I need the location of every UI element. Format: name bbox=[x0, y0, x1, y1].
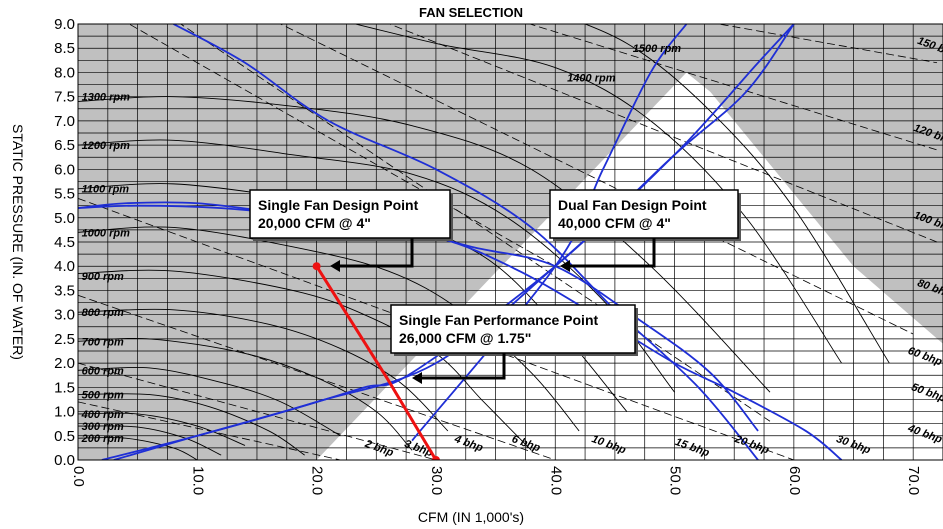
rpm-curve bbox=[78, 139, 675, 393]
y-tick-label: 8.5 bbox=[54, 40, 75, 57]
callout-arrowhead bbox=[412, 372, 422, 384]
zero-point-marker bbox=[431, 456, 440, 460]
y-tick-label: 3.5 bbox=[54, 282, 75, 299]
rpm-curve bbox=[78, 412, 246, 446]
callout-line-2: 40,000 CFM @ 4" bbox=[558, 215, 671, 231]
bhp-guide-line bbox=[279, 24, 914, 335]
design-point-marker bbox=[312, 262, 321, 271]
callout-arrowhead bbox=[330, 260, 340, 272]
y-tick-label: 6.0 bbox=[54, 161, 75, 178]
rpm-curve bbox=[78, 393, 305, 456]
axes: 0.0 0.5 1.0 1.5 2.0 2.5 3.0 3.5 4.0 4.5 5.0 5.5 6.0 6… bbox=[54, 16, 943, 495]
y-tick-label: 0.0 bbox=[54, 452, 75, 469]
bhp-guide-line bbox=[180, 24, 771, 422]
x-tick-label: 40.0 bbox=[547, 466, 564, 495]
rpm-curve bbox=[78, 366, 341, 437]
rpm-curve bbox=[78, 337, 413, 451]
bhp-guide-line bbox=[78, 401, 341, 460]
rpm-label: 700 rpm bbox=[82, 336, 124, 348]
bhp-guide-line bbox=[388, 24, 938, 243]
rpm-label: 600 rpm bbox=[82, 365, 124, 377]
rpm-label: 1500 rpm bbox=[633, 43, 682, 55]
callout-box bbox=[549, 189, 739, 239]
callout-2: Dual Fan Design Point 40,000 CFM @ 4" bbox=[549, 189, 741, 272]
callout-arrow bbox=[336, 238, 414, 268]
callouts: Single Fan Design Point 20,000 CFM @ 4" Du… bbox=[249, 189, 741, 384]
y-tick-label: 1.5 bbox=[54, 379, 75, 396]
rpm-label: 1100 rpm bbox=[82, 184, 130, 196]
rpm-curve bbox=[78, 96, 771, 393]
callout-line-1: Single Fan Performance Point bbox=[399, 312, 598, 328]
rpm-label: 1300 rpm bbox=[82, 92, 131, 104]
fan-curve bbox=[78, 204, 843, 460]
selection-line bbox=[315, 265, 438, 460]
x-tick-label: 20.0 bbox=[309, 466, 326, 495]
rpm-curve bbox=[78, 308, 449, 432]
chart-title: FAN SELECTION bbox=[419, 5, 523, 20]
rpm-label: 1200 rpm bbox=[82, 140, 131, 152]
rpm-curve bbox=[78, 437, 198, 460]
rpm-label: 1400 rpm bbox=[567, 72, 616, 84]
rpm-label: 300 rpm bbox=[82, 421, 124, 433]
callout-arrow bbox=[566, 238, 656, 268]
y-tick-label: 9.0 bbox=[54, 16, 75, 33]
callout-3: Single Fan Performance Point 26,000 CFM @… bbox=[390, 304, 638, 384]
plot-frame bbox=[77, 23, 943, 461]
y-tick-label: 3.0 bbox=[54, 307, 75, 324]
callout-box bbox=[390, 304, 636, 354]
bhp-guide-line bbox=[128, 24, 556, 267]
y-tick-label: 8.0 bbox=[54, 64, 75, 81]
y-tick-label: 4.0 bbox=[54, 258, 75, 275]
callout-arrow bbox=[418, 353, 506, 380]
rpm-label: 900 rpm bbox=[82, 271, 124, 283]
x-tick-label: 70.0 bbox=[905, 466, 922, 495]
x-tick-label: 10.0 bbox=[189, 466, 206, 495]
bhp-guide-line bbox=[78, 198, 794, 460]
callout-1: Single Fan Design Point 20,000 CFM @ 4" bbox=[249, 189, 453, 272]
y-tick-label: 5.0 bbox=[54, 210, 75, 227]
callout-line-1: Single Fan Design Point bbox=[258, 197, 419, 213]
y-tick-label: 5.5 bbox=[54, 186, 75, 203]
y-tick-label: 7.5 bbox=[54, 89, 75, 106]
rpm-curve bbox=[353, 24, 842, 364]
x-tick-label: 30.0 bbox=[428, 466, 445, 495]
plot-area: 1300 rpm 1200 rpm 1100 rpm 1000 rpm 900 rpm 8… bbox=[78, 24, 943, 460]
y-tick-label: 7.0 bbox=[54, 113, 75, 130]
rpm-label: 400 rpm bbox=[81, 409, 124, 421]
callout-box bbox=[249, 189, 451, 239]
x-tick-label: 60.0 bbox=[786, 466, 803, 495]
rpm-label: 500 rpm bbox=[82, 390, 124, 402]
callout-line-2: 26,000 CFM @ 1.75" bbox=[399, 330, 531, 346]
bhp-guide-line bbox=[528, 24, 938, 151]
rpm-curve bbox=[78, 425, 222, 456]
y-tick-label: 1.0 bbox=[54, 404, 75, 421]
rpm-label: 1000 rpm bbox=[82, 227, 131, 239]
fan-curve bbox=[173, 24, 759, 460]
rpm-curve bbox=[78, 269, 532, 451]
callout-arrowhead bbox=[560, 260, 570, 272]
callout-line-1: Dual Fan Design Point bbox=[558, 197, 707, 213]
y-tick-label: 0.5 bbox=[54, 428, 75, 445]
x-tick-label: 0.0 bbox=[70, 466, 87, 487]
x-axis-label: CFM (IN 1,000's) bbox=[418, 509, 524, 525]
rpm-label: 800 rpm bbox=[82, 307, 124, 319]
y-tick-label: 4.5 bbox=[54, 234, 75, 251]
callout-line-2: 20,000 CFM @ 4" bbox=[258, 215, 371, 231]
y-tick-label: 2.0 bbox=[54, 355, 75, 372]
bhp-guide-line bbox=[78, 362, 437, 460]
y-axis-label: STATIC PRESSURE (IN. OF WATER) bbox=[10, 124, 26, 360]
bhp-guide-line bbox=[716, 24, 938, 64]
rpm-label: 200 rpm bbox=[81, 433, 124, 445]
y-tick-label: 6.5 bbox=[54, 137, 75, 154]
x-tick-label: 50.0 bbox=[667, 466, 684, 495]
y-tick-label: 2.5 bbox=[54, 331, 75, 348]
rpm-curve bbox=[78, 226, 580, 432]
